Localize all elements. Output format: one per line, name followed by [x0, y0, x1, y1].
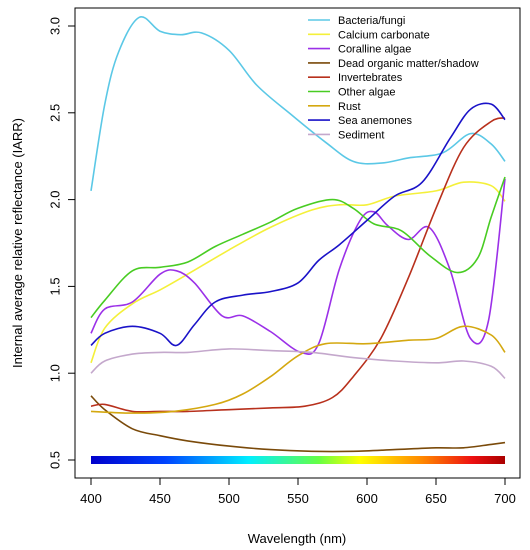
series-line-1: [90, 181, 506, 364]
x-tick-label: 600: [356, 491, 378, 506]
legend-label-1: Calcium carbonate: [338, 29, 430, 41]
legend-label-0: Bacteria/fungi: [338, 15, 405, 27]
y-tick-label: 3.0: [47, 17, 62, 35]
series-line-0: [90, 15, 506, 192]
legend-label-4: Invertebrates: [338, 72, 403, 84]
series-layer: [90, 15, 506, 453]
x-tick-label: 550: [287, 491, 309, 506]
series-line-2: [90, 178, 506, 355]
legend-label-2: Coralline algae: [338, 44, 411, 56]
y-tick-label: 1.5: [47, 277, 62, 295]
x-tick-label: 400: [80, 491, 102, 506]
series-line-7: [90, 102, 506, 347]
y-tick-label: 2.5: [47, 104, 62, 122]
legend-label-7: Sea anemones: [338, 115, 412, 127]
spectrum-bar: [91, 456, 505, 464]
y-tick-label: 0.5: [47, 451, 62, 469]
legend-label-6: Rust: [338, 101, 361, 113]
series-line-8: [90, 348, 506, 380]
y-axis: 0.5 1.0 1.5 2.0 2.5 3.0: [47, 17, 75, 469]
x-axis: 400 450 500 550 600 650 700: [80, 478, 516, 506]
legend: Bacteria/fungi Calcium carbonate Coralline…: [308, 15, 479, 141]
y-axis-title: Internal average relative reflectance (I…: [10, 118, 25, 368]
y-tick-label: 1.0: [47, 364, 62, 382]
spectrum-gradient: [91, 456, 505, 464]
legend-label-5: Other algae: [338, 87, 395, 99]
series-line-4: [90, 117, 506, 413]
x-tick-label: 450: [149, 491, 171, 506]
legend-label-8: Sediment: [338, 129, 384, 141]
x-tick-label: 500: [218, 491, 240, 506]
legend-label-3: Dead organic matter/shadow: [338, 58, 479, 70]
series-line-3: [90, 395, 506, 453]
x-tick-label: 700: [494, 491, 516, 506]
series-line-6: [90, 325, 506, 414]
y-tick-label: 2.0: [47, 191, 62, 209]
series-line-5: [90, 176, 506, 319]
x-tick-label: 650: [425, 491, 447, 506]
x-axis-title: Wavelength (nm): [248, 531, 347, 546]
